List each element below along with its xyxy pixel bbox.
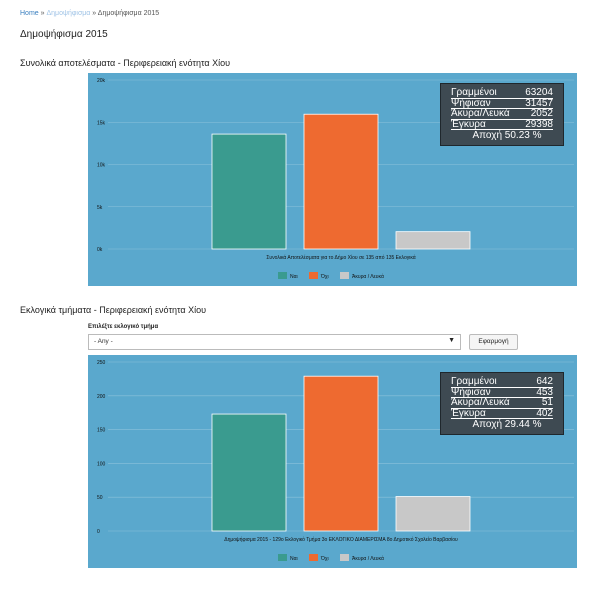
y-tick-label: 10k [97, 163, 106, 169]
stats-value: 642 [536, 376, 553, 387]
stats-value: 63204 [525, 87, 553, 98]
breadcrumb: Home » Δημοψήφισμα » Δημοψήφισμα 2015 [20, 10, 159, 17]
bar-no [303, 375, 379, 532]
stats-value: 29398 [525, 118, 553, 130]
stats-row-valid: Έγκυρα 402 [451, 407, 553, 419]
legend-swatch [309, 554, 318, 561]
stats-label: Έγκυρα [451, 407, 486, 419]
stats-value: 51 [541, 397, 553, 408]
dropdown-arrow-icon[interactable]: ▼ [448, 337, 455, 344]
legend-label: Όχι [320, 556, 329, 562]
section-title-totals: Συνολικά αποτελέσματα - Περιφερειακή ενό… [20, 58, 231, 68]
y-tick-label: 0k [97, 247, 103, 253]
page-title: Δημοψήφισμα 2015 [20, 29, 108, 40]
precinct-select-value: - Any - [94, 338, 113, 345]
stats-label: Ψήφισαν [451, 97, 491, 109]
stats-value: 453 [536, 386, 553, 398]
breadcrumb-middle-link[interactable]: Δημοψήφισμα [46, 10, 91, 17]
stats-row-registered: Γραμμένοι 642 [451, 377, 553, 388]
stats-box-precinct: Γραμμένοι 642 Ψήφισαν 453 Άκυρα/Λευκά 51 Έγ… [440, 372, 564, 435]
stats-label: Άκυρα/Λευκά [451, 108, 510, 119]
stats-abstention: Αποχή 29.44 % [472, 419, 542, 430]
legend-swatch [340, 554, 349, 561]
stats-row-registered: Γραμμένοι 63204 [451, 88, 553, 99]
chart-panel-precinct: 0 50 100 150 200 250 Δημοψήφισμα 2015 - 129ο Ε… [88, 355, 577, 568]
legend-label: Άκυρα / Λευκά [352, 555, 384, 562]
stats-row-invalid: Άκυρα/Λευκά 2052 [451, 109, 553, 120]
bar-chart-precinct: 0 50 100 150 200 250 Δημοψήφισμα 2015 - 129ο Ε… [97, 360, 574, 562]
stats-abstention: Αποχή 50.23 % [472, 130, 542, 141]
bar-yes [211, 133, 287, 250]
stats-row-voted: Ψήφισαν 453 [451, 386, 553, 398]
bar-blank [395, 496, 471, 532]
bar-no [303, 113, 379, 250]
legend-swatch [309, 272, 318, 279]
stats-label: Γραμμένοι [451, 376, 497, 387]
breadcrumb-separator: » [90, 10, 98, 17]
stats-row-valid: Έγκυρα 29398 [451, 118, 553, 130]
y-tick-label: 0 [97, 529, 100, 535]
legend-swatch [278, 554, 287, 561]
stats-value: 2052 [530, 108, 553, 119]
legend-label: Άκυρα / Λευκά [352, 273, 384, 280]
section-title-precincts: Εκλογικά τμήματα - Περιφερειακή ενότητα … [20, 305, 207, 315]
x-axis-label: Δημοψήφισμα 2015 - 129ο Εκλογικό Τμήμα 3… [224, 536, 458, 543]
stats-label: Άκυρα/Λευκά [451, 397, 510, 408]
bar-yes [211, 413, 287, 532]
breadcrumb-home-link[interactable]: Home [20, 10, 39, 17]
y-tick-label: 15k [97, 120, 106, 126]
stats-row-voted: Ψήφισαν 31457 [451, 97, 553, 109]
stats-row-invalid: Άκυρα/Λευκά 51 [451, 398, 553, 409]
legend-label: Ναι [290, 556, 298, 562]
chart-panel-totals: 0k 5k 10k 15k 20k Συνολικά Αποτελέσματα για τ… [88, 73, 577, 286]
y-tick-label: 100 [97, 461, 106, 467]
apply-button[interactable]: Εφαρμογή [469, 334, 518, 350]
precinct-select[interactable]: - Any - ▼ [88, 334, 461, 350]
stats-value: 402 [536, 407, 553, 419]
stats-box-totals: Γραμμένοι 63204 Ψήφισαν 31457 Άκυρα/Λευκά 2… [440, 83, 564, 146]
stats-label: Ψήφισαν [451, 386, 491, 398]
legend-label: Όχι [320, 274, 329, 280]
stats-label: Έγκυρα [451, 118, 486, 130]
y-tick-label: 250 [97, 360, 106, 366]
breadcrumb-current: Δημοψήφισμα 2015 [97, 10, 160, 17]
legend-label: Ναι [290, 274, 298, 280]
breadcrumb-separator: » [38, 10, 47, 17]
legend-swatch [340, 272, 349, 279]
stats-value: 31457 [525, 97, 553, 109]
stats-label: Γραμμένοι [451, 87, 497, 98]
y-tick-label: 20k [97, 78, 106, 84]
bar-blank [395, 231, 471, 250]
legend-swatch [278, 272, 287, 279]
y-tick-label: 200 [97, 394, 106, 400]
y-tick-label: 5k [97, 205, 103, 211]
x-axis-label: Συνολικά Αποτελέσματα για το Δήμο Χίου σ… [266, 254, 415, 261]
y-tick-label: 150 [97, 428, 106, 434]
precinct-select-label: Επιλέξτε εκλογικό τμήμα [88, 324, 159, 330]
y-tick-label: 50 [97, 495, 103, 501]
